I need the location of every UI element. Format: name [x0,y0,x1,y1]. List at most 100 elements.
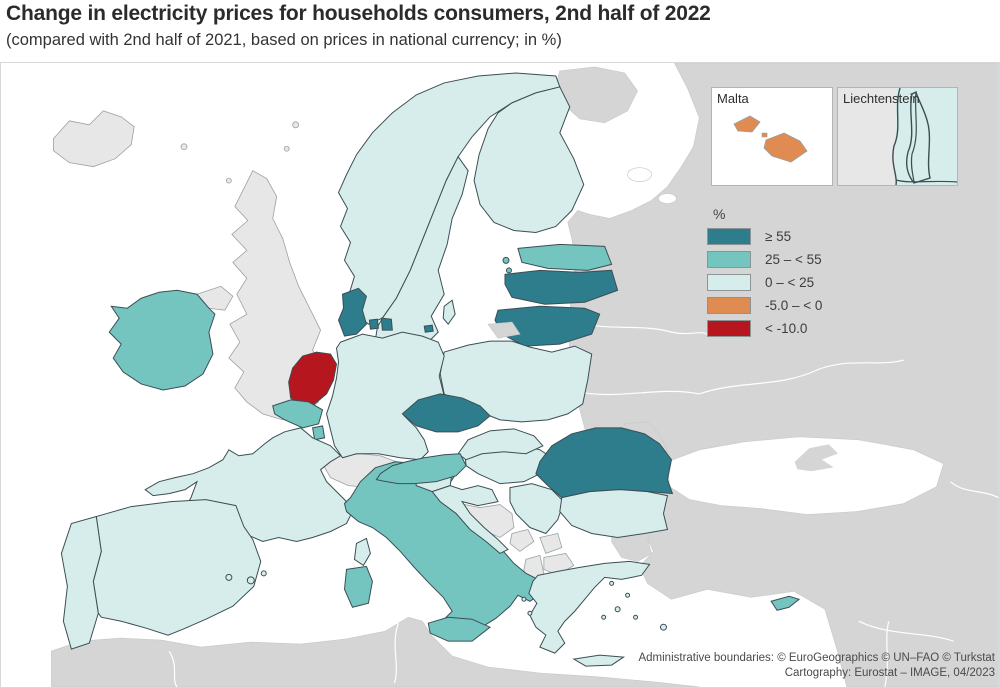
border-ukraine-russia [699,360,903,394]
island-crete [574,655,624,666]
legend-row: 0 – < 25 [707,274,822,291]
legend-unit-label: % [713,206,726,222]
balearic-1 [226,574,232,580]
page-subtitle: (compared with 2nd half of 2021, based o… [6,31,562,49]
inset-li-west-border [893,88,900,185]
region-kaliningrad [488,322,520,338]
border-morocco-algeria [169,651,177,687]
lake-ladoga [628,168,652,182]
orkney [284,146,289,151]
legend-swatch-ge55 [707,228,751,245]
inset-malta-label: Malta [717,91,749,106]
legend-swatch-25to55 [707,251,751,268]
inset-liechtenstein: Liechtenstein [837,87,958,186]
legend-label-ltneg10: < -10.0 [765,321,808,336]
aegean-1 [610,581,614,585]
legend-label-neg5to0: -5.0 – < 0 [765,298,823,313]
country-croatia [432,486,508,554]
ionian-1 [522,597,526,601]
legend-row: -5.0 – < 0 [707,297,822,314]
country-romania [536,428,673,498]
legend-swatch-0to25 [707,274,751,291]
inset-li-left-region [838,88,896,185]
island-sardinia [344,566,372,607]
attribution-line1: Administrative boundaries: © EuroGeograp… [638,652,995,665]
legend-label-0to25: 0 – < 25 [765,275,815,290]
country-denmark [339,288,367,336]
inset-malta-map [712,88,832,185]
island-malta [764,133,807,162]
island-sicily [428,617,490,641]
country-iceland [53,111,134,167]
country-austria [376,454,466,484]
estonian-islands [503,257,509,263]
europe-map-frame: Malta Liechtenstein % ≥ 55 25 – < 55 [0,62,1000,688]
island-rhodes [660,624,666,630]
country-kosovo [540,533,562,553]
island-comino [762,133,767,137]
island-gotland [443,300,455,324]
border-syria [859,621,954,641]
balearic-2 [247,577,254,584]
aegean-4 [634,615,638,619]
inset-malta: Malta [711,87,833,186]
legend-swatch-neg5to0 [707,297,751,314]
region-crimea [794,444,839,472]
estonian-islands-2 [506,268,511,273]
country-serbia [510,484,564,534]
inset-li-bottom-border [896,180,957,182]
ionian-2 [528,611,532,615]
lake-onega [658,194,676,204]
border-russia-belarus [586,324,708,334]
border-iraq [885,621,889,687]
legend-label-ge55: ≥ 55 [765,229,792,244]
country-united-kingdom [229,171,323,420]
country-luxembourg [313,426,325,440]
country-czechia [402,394,490,432]
country-montenegro [510,530,534,552]
legend-row: ≥ 55 [707,228,822,245]
inset-li-inner-border [911,92,916,183]
border-tunisia [394,623,398,683]
legend-row: < -10.0 [707,320,822,337]
map-legend: % ≥ 55 25 – < 55 0 – < 25 -5.0 – < 0 < -… [707,206,822,343]
attribution-line2: Cartography: Eurostat – IMAGE, 04/2023 [784,667,995,680]
country-spain [93,500,260,636]
black-sea [667,437,943,515]
legend-swatch-ltneg10 [707,320,751,337]
country-slovakia [458,429,543,460]
island-bornholm [424,325,433,332]
border-belarus-ukraine [578,391,700,394]
country-cyprus [771,596,799,610]
map-attribution: Administrative boundaries: © EuroGeograp… [638,651,995,681]
inset-liechtenstein-map [838,88,957,185]
country-latvia [505,270,618,304]
country-finland [474,87,584,233]
legend-label-25to55: 25 – < 55 [765,252,822,267]
island-corsica [354,538,370,565]
shetland [293,122,299,128]
country-portugal [61,517,101,650]
border-caucasus [951,482,999,498]
island-gozo [734,116,760,132]
region-north-africa [51,617,699,687]
island-zealand [381,318,392,330]
country-liechtenstein [907,92,930,183]
island-funen [369,319,378,329]
country-belgium [273,400,323,428]
aegean-3 [615,607,620,612]
page-title: Change in electricity prices for househo… [6,2,711,25]
aegean-5 [602,615,606,619]
country-bulgaria [560,490,668,538]
legend-row: 25 – < 55 [707,251,822,268]
hebrides [226,178,231,183]
country-germany [327,332,445,460]
country-estonia [518,244,612,270]
faroe-islands [181,144,187,150]
aegean-2 [626,593,630,597]
map-header: Change in electricity prices for househo… [6,2,996,50]
balearic-3 [261,571,266,576]
country-netherlands [289,352,337,406]
inset-liechtenstein-label: Liechtenstein [843,91,920,106]
country-ireland [109,290,215,390]
